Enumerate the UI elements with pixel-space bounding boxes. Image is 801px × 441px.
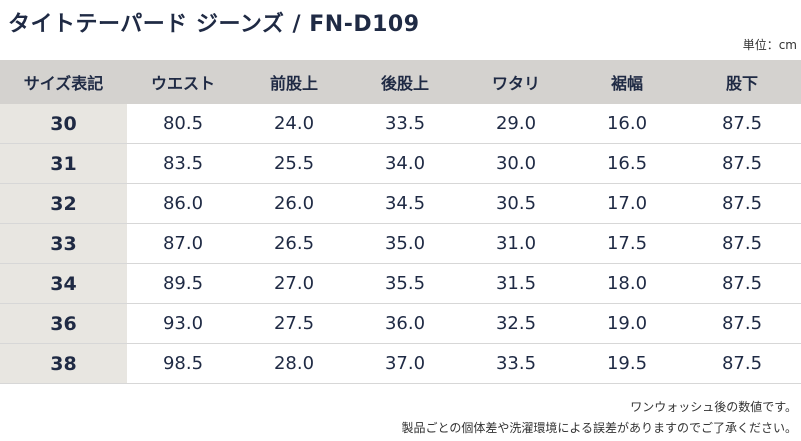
unit-label: 単位：cm	[742, 38, 797, 52]
back-rise-cell: 37.0	[349, 343, 461, 384]
inseam-cell: 87.5	[683, 223, 801, 264]
table-row: 30 80.5 24.0 33.5 29.0 16.0 87.5	[0, 104, 801, 144]
front-rise-cell: 27.0	[239, 263, 349, 304]
hem-width-cell: 19.0	[571, 303, 683, 344]
page-title: タイトテーパード ジーンズ / FN-D109	[8, 12, 420, 37]
thigh-cell: 30.5	[461, 183, 571, 224]
size-cell: 32	[0, 183, 127, 224]
size-chart-table: サイズ表記 ウエスト 前股上 後股上 ワタリ 裾幅 股下 30 80.5 24.…	[0, 60, 801, 384]
thigh-cell: 31.0	[461, 223, 571, 264]
hem-width-cell: 16.0	[571, 104, 683, 144]
thigh-cell: 30.0	[461, 143, 571, 184]
header-hem-width: 裾幅	[571, 60, 683, 104]
table-row: 36 93.0 27.5 36.0 32.5 19.0 87.5	[0, 303, 801, 344]
size-cell: 30	[0, 104, 127, 144]
inseam-cell: 87.5	[683, 104, 801, 144]
thigh-cell: 29.0	[461, 104, 571, 144]
note-variance: 製品ごとの個体差や洗濯環境による誤差がありますのでご了承ください。	[401, 421, 797, 435]
waist-cell: 93.0	[127, 303, 239, 344]
front-rise-cell: 26.5	[239, 223, 349, 264]
table-row: 38 98.5 28.0 37.0 33.5 19.5 87.5	[0, 343, 801, 384]
front-rise-cell: 25.5	[239, 143, 349, 184]
table-row: 34 89.5 27.0 35.5 31.5 18.0 87.5	[0, 263, 801, 304]
back-rise-cell: 35.0	[349, 223, 461, 264]
size-cell: 33	[0, 223, 127, 264]
hem-width-cell: 18.0	[571, 263, 683, 304]
note-one-wash: ワンウォッシュ後の数値です。	[630, 400, 797, 414]
hem-width-cell: 17.0	[571, 183, 683, 224]
waist-cell: 89.5	[127, 263, 239, 304]
waist-cell: 86.0	[127, 183, 239, 224]
thigh-cell: 32.5	[461, 303, 571, 344]
header-waist: ウエスト	[127, 60, 239, 104]
size-cell: 36	[0, 303, 127, 344]
inseam-cell: 87.5	[683, 303, 801, 344]
hem-width-cell: 16.5	[571, 143, 683, 184]
header-front-rise: 前股上	[239, 60, 349, 104]
header-back-rise: 後股上	[349, 60, 461, 104]
table-row: 32 86.0 26.0 34.5 30.5 17.0 87.5	[0, 183, 801, 224]
waist-cell: 87.0	[127, 223, 239, 264]
thigh-cell: 33.5	[461, 343, 571, 384]
front-rise-cell: 24.0	[239, 104, 349, 144]
back-rise-cell: 34.5	[349, 183, 461, 224]
table-row: 33 87.0 26.5 35.0 31.0 17.5 87.5	[0, 223, 801, 264]
back-rise-cell: 33.5	[349, 104, 461, 144]
header-thigh: ワタリ	[461, 60, 571, 104]
header-inseam: 股下	[683, 60, 801, 104]
header-size: サイズ表記	[0, 60, 127, 104]
back-rise-cell: 34.0	[349, 143, 461, 184]
waist-cell: 98.5	[127, 343, 239, 384]
size-cell: 31	[0, 143, 127, 184]
inseam-cell: 87.5	[683, 183, 801, 224]
table-header-row: サイズ表記 ウエスト 前股上 後股上 ワタリ 裾幅 股下	[0, 60, 801, 104]
size-cell: 34	[0, 263, 127, 304]
inseam-cell: 87.5	[683, 263, 801, 304]
front-rise-cell: 26.0	[239, 183, 349, 224]
hem-width-cell: 17.5	[571, 223, 683, 264]
waist-cell: 83.5	[127, 143, 239, 184]
back-rise-cell: 36.0	[349, 303, 461, 344]
thigh-cell: 31.5	[461, 263, 571, 304]
back-rise-cell: 35.5	[349, 263, 461, 304]
front-rise-cell: 28.0	[239, 343, 349, 384]
size-cell: 38	[0, 343, 127, 384]
front-rise-cell: 27.5	[239, 303, 349, 344]
hem-width-cell: 19.5	[571, 343, 683, 384]
inseam-cell: 87.5	[683, 343, 801, 384]
waist-cell: 80.5	[127, 104, 239, 144]
inseam-cell: 87.5	[683, 143, 801, 184]
table-row: 31 83.5 25.5 34.0 30.0 16.5 87.5	[0, 143, 801, 184]
